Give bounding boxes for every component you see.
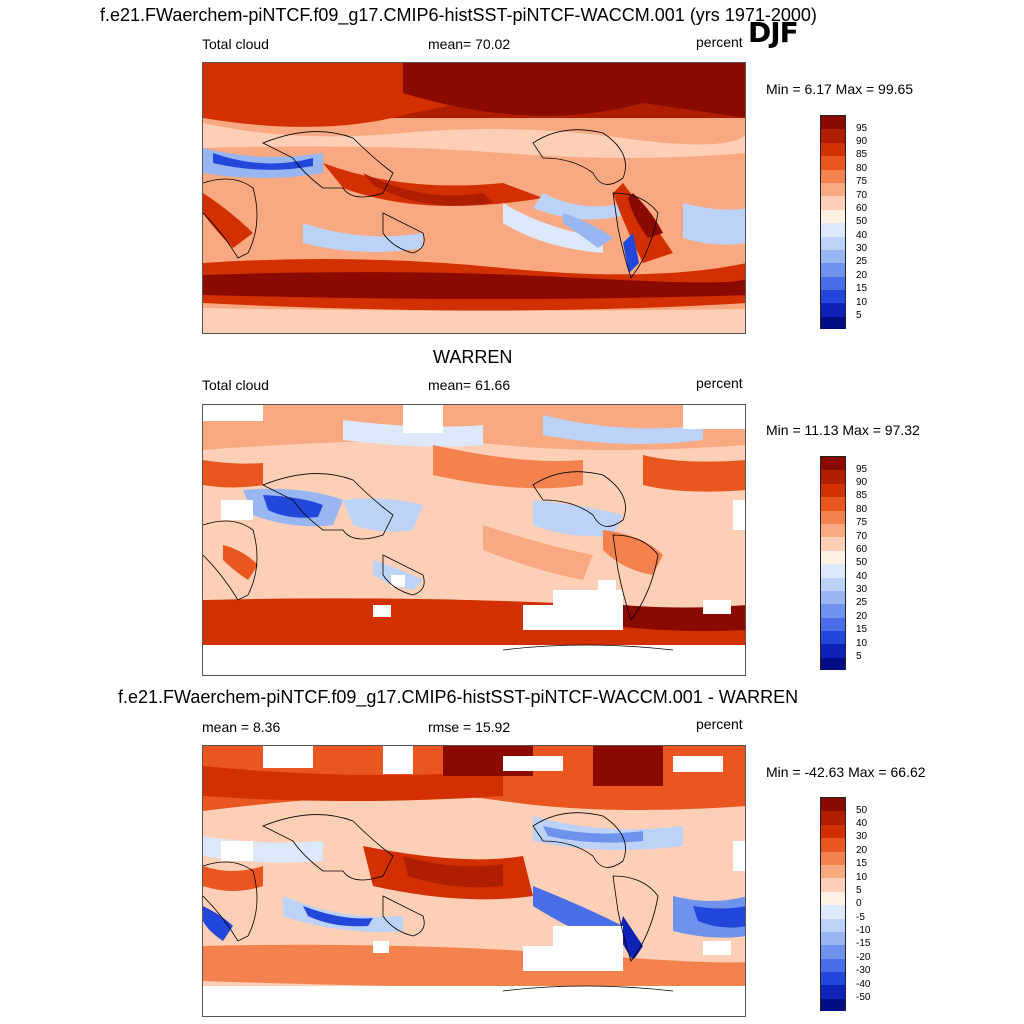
cb3-label: 40 [856, 818, 868, 829]
cb1-label: 25 [856, 256, 868, 267]
cb1-label: 5 [856, 310, 862, 321]
cb1-label: 30 [856, 243, 868, 254]
panel-2-minmax: Min = 11.13 Max = 97.32 [766, 422, 920, 438]
cb1-label: 75 [856, 176, 868, 187]
panel-2-units-label: percent [696, 375, 743, 391]
panel-3-colorbar [820, 797, 846, 1011]
panel-1-map [202, 62, 746, 334]
cb1-label: 20 [856, 270, 868, 281]
panel-1-units-label: percent [696, 34, 743, 50]
panel-2-left-label: Total cloud [202, 377, 269, 393]
cb3-label: -10 [856, 925, 871, 936]
cb3-label: 30 [856, 831, 868, 842]
panel-3-title: f.e21.FWaerchem-piNTCF.f09_g17.CMIP6-his… [118, 687, 799, 707]
cb2-label: 15 [856, 624, 868, 635]
cb2-label: 80 [856, 504, 868, 515]
cb1-label: 85 [856, 149, 868, 160]
cb2-label: 25 [856, 597, 868, 608]
panel-1-minmax: Min = 6.17 Max = 99.65 [766, 81, 914, 97]
cb3-label: 10 [856, 872, 868, 883]
panel-3-rmse-label: rmse = 15.92 [428, 719, 511, 735]
cb3-label: 15 [856, 858, 868, 869]
cb2-label: 60 [856, 544, 868, 555]
panel-1-left-label: Total cloud [202, 36, 269, 52]
cb2-label: 70 [856, 531, 868, 542]
panel-2-map [202, 404, 746, 676]
cb1-label: 50 [856, 216, 868, 227]
cb2-label: 5 [856, 651, 862, 662]
panel-3-map [202, 745, 746, 1017]
cb2-label: 30 [856, 584, 868, 595]
cb3-label: -50 [856, 992, 871, 1003]
cb2-label: 40 [856, 571, 868, 582]
panel-1-title: f.e21.FWaerchem-piNTCF.f09_g17.CMIP6-his… [100, 5, 817, 25]
panel-3-mean-label: mean = 8.36 [202, 719, 281, 735]
cb1-label: 15 [856, 283, 868, 294]
cb1-label: 10 [856, 297, 868, 308]
cb3-label: -15 [856, 938, 871, 949]
panel-3-minmax: Min = -42.63 Max = 66.62 [766, 764, 926, 780]
cb3-label: -20 [856, 952, 871, 963]
cb2-label: 90 [856, 477, 868, 488]
panel-2-title: WARREN [433, 347, 513, 367]
cb3-label: -40 [856, 979, 871, 990]
cb1-label: 70 [856, 190, 868, 201]
panel-1-colorbar [820, 115, 846, 329]
cb1-label: 40 [856, 230, 868, 241]
cb3-label: 0 [856, 898, 862, 909]
cb1-label: 95 [856, 123, 868, 134]
cb3-label: -5 [856, 912, 865, 923]
cb2-label: 10 [856, 638, 868, 649]
cb3-label: 50 [856, 805, 868, 816]
cb3-label: -30 [856, 965, 871, 976]
cb2-label: 85 [856, 490, 868, 501]
cb2-label: 75 [856, 517, 868, 528]
cb2-label: 50 [856, 557, 868, 568]
cb3-label: 5 [856, 885, 862, 896]
cb1-label: 80 [856, 163, 868, 174]
panel-1-mean-label: mean= 70.02 [428, 36, 511, 52]
cb2-label: 20 [856, 611, 868, 622]
cb1-label: 90 [856, 136, 868, 147]
cb1-label: 60 [856, 203, 868, 214]
season-label: DJF [748, 16, 799, 49]
cb3-label: 20 [856, 845, 868, 856]
panel-3-units-label: percent [696, 716, 743, 732]
panel-2-mean-label: mean= 61.66 [428, 377, 511, 393]
cb2-label: 95 [856, 464, 868, 475]
panel-2-colorbar [820, 456, 846, 670]
